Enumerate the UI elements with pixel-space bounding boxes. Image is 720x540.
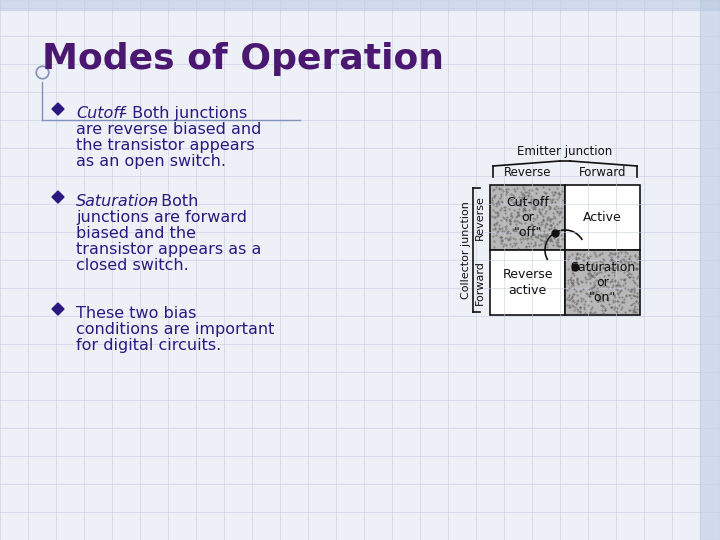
Polygon shape [52, 191, 64, 203]
Text: Saturation: Saturation [76, 194, 159, 209]
Text: – Both junctions: – Both junctions [119, 106, 247, 121]
Text: Reverse: Reverse [475, 195, 485, 240]
Text: Saturation
or
"on": Saturation or "on" [570, 261, 635, 304]
Text: Cut-off
or
"off": Cut-off or "off" [506, 196, 549, 239]
Text: Forward: Forward [475, 260, 485, 305]
Text: biased and the: biased and the [76, 226, 196, 241]
Text: – Both: – Both [148, 194, 199, 209]
Text: Collector junction: Collector junction [461, 201, 471, 299]
Text: Emitter junction: Emitter junction [518, 145, 613, 158]
Polygon shape [52, 303, 64, 315]
Text: for digital circuits.: for digital circuits. [76, 338, 221, 353]
Bar [490, 250, 565, 315]
Text: conditions are important: conditions are important [76, 322, 274, 337]
Text: Modes of Operation: Modes of Operation [42, 42, 444, 76]
Text: Cutoff: Cutoff [76, 106, 125, 121]
Polygon shape [52, 103, 64, 115]
Text: Forward: Forward [579, 166, 626, 179]
Text: closed switch.: closed switch. [76, 258, 189, 273]
Text: as an open switch.: as an open switch. [76, 154, 226, 169]
Text: transistor appears as a: transistor appears as a [76, 242, 261, 257]
Bar [490, 185, 565, 250]
Text: Reverse: Reverse [504, 166, 552, 179]
Bar [565, 250, 640, 315]
Text: These two bias: These two bias [76, 306, 197, 321]
Text: are reverse biased and: are reverse biased and [76, 122, 261, 137]
Text: Active: Active [583, 211, 622, 224]
Text: the transistor appears: the transistor appears [76, 138, 255, 153]
Text: junctions are forward: junctions are forward [76, 210, 247, 225]
Text: Reverse
active: Reverse active [503, 268, 553, 296]
Bar [565, 185, 640, 250]
